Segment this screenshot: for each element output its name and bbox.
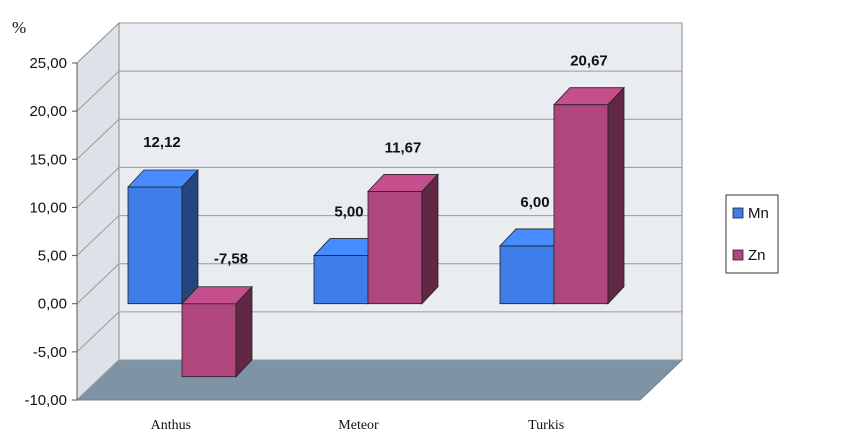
data-label: 11,67	[385, 139, 422, 156]
gridline	[76, 22, 682, 64]
y-tick-label: 0,00	[38, 296, 67, 313]
bar-mn-anthus	[127, 169, 199, 305]
bar-side	[181, 169, 199, 305]
y-tick-label: 10,00	[29, 199, 67, 216]
bar-front	[553, 104, 609, 305]
legend-swatch-zn	[732, 249, 744, 261]
gridline	[76, 215, 682, 256]
data-label: 6,00	[520, 194, 549, 211]
bar-front	[127, 186, 183, 305]
legend-label-mn: Mn	[748, 205, 769, 222]
y-tick-label: 15,00	[29, 151, 67, 168]
bar-front	[313, 255, 369, 305]
plot-floor	[75, 359, 684, 401]
side-wall	[76, 21, 120, 402]
gridline	[76, 118, 682, 160]
gridline	[76, 311, 682, 353]
bar-front	[499, 245, 555, 305]
y-tick-label: -5,00	[33, 344, 67, 361]
y-tick-label: 5,00	[38, 248, 67, 265]
gridlines	[76, 22, 682, 401]
data-label: 5,00	[334, 204, 363, 221]
legend-swatch-mn	[732, 207, 744, 219]
y-tick-label: 25,00	[29, 55, 67, 72]
bar-front	[367, 190, 423, 305]
x-tick-label: Turkis	[528, 418, 564, 432]
gridline	[76, 263, 682, 305]
y-tick-label: -10,00	[24, 392, 67, 409]
y-tick-label: 20,00	[29, 103, 67, 120]
x-tick-label: Meteor	[338, 418, 379, 432]
bar-side	[607, 86, 625, 305]
y-axis: 25,00 20,00 15,00 10,00 5,00 0,00 -5,00 -10,00	[24, 55, 78, 409]
gridline	[76, 359, 682, 401]
bar-side	[421, 173, 439, 305]
data-label: -7,58	[214, 251, 248, 268]
data-label: 20,67	[570, 53, 608, 70]
gridline	[76, 70, 682, 112]
bar-zn-turkis	[553, 86, 625, 305]
x-tick-label: Anthus	[151, 418, 191, 432]
data-label: 12,12	[143, 134, 181, 151]
legend: Mn Zn	[725, 194, 779, 274]
bar-zn-meteor	[367, 173, 439, 305]
data-labels-group: 12,12 -7,58 5,00 11,67 6,00 20,67	[143, 53, 608, 268]
bar-zn-anthus	[181, 285, 253, 378]
legend-label-zn: Zn	[748, 247, 766, 264]
x-axis: Anthus Meteor Turkis	[151, 418, 565, 433]
gridline	[76, 166, 682, 208]
bar-side	[235, 285, 253, 378]
floor	[75, 359, 684, 401]
bars-group	[127, 86, 625, 378]
unit-label: %	[12, 18, 26, 37]
bar-front	[181, 303, 237, 378]
